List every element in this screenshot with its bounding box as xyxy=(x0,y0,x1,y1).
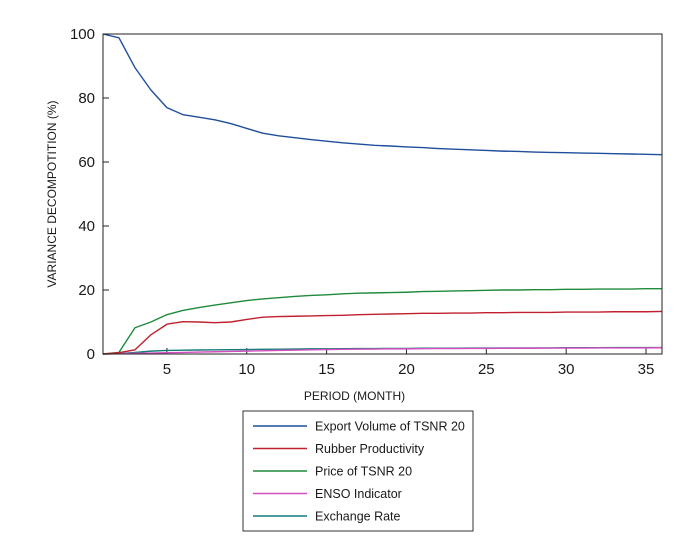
x-tick-label: 5 xyxy=(163,361,171,378)
series-lines xyxy=(102,33,663,355)
y-axis: 0 20 40 60 80 100 xyxy=(70,26,109,363)
x-axis-title: PERIOD (MONTH) xyxy=(304,389,405,403)
x-tick-label: 25 xyxy=(478,361,495,378)
y-tick-label: 80 xyxy=(78,90,95,107)
y-tick-label: 100 xyxy=(70,26,95,43)
legend-label-exchange-rate: Exchange Rate xyxy=(315,510,401,524)
x-tick-label: 10 xyxy=(238,361,255,378)
plot-frame xyxy=(102,33,663,355)
series-line-export-volume-of-tsnr-20 xyxy=(102,33,663,156)
series-line-enso-indicator xyxy=(102,347,663,355)
y-tick-label: 40 xyxy=(78,218,95,235)
x-tick-label: 35 xyxy=(638,361,655,378)
y-tick-label: 0 xyxy=(87,346,95,363)
series-line-rubber-productivity xyxy=(102,310,663,355)
y-axis-title: VARIANCE DECOMPOTITION (%) xyxy=(45,100,59,287)
x-tick-label: 20 xyxy=(398,361,415,378)
x-tick-label: 15 xyxy=(318,361,335,378)
legend-label-enso-indicator: ENSO Indicator xyxy=(315,487,402,501)
y-tick-label: 60 xyxy=(78,154,95,171)
legend-label-rubber-productivity: Rubber Productivity xyxy=(315,442,425,456)
series-line-price-of-tsnr-20 xyxy=(102,288,662,355)
legend: Export Volume of TSNR 20 Rubber Productiv… xyxy=(242,410,474,532)
legend-label-price-of-tsnr-20: Price of TSNR 20 xyxy=(315,465,412,479)
legend-label-export-volume-of-tsnr-20: Export Volume of TSNR 20 xyxy=(315,420,465,434)
x-axis: 5 10 15 20 25 30 35 xyxy=(163,348,655,378)
legend-items: Export Volume of TSNR 20 Rubber Productiv… xyxy=(253,420,465,524)
x-tick-label: 30 xyxy=(558,361,575,378)
y-tick-label: 20 xyxy=(78,282,95,299)
